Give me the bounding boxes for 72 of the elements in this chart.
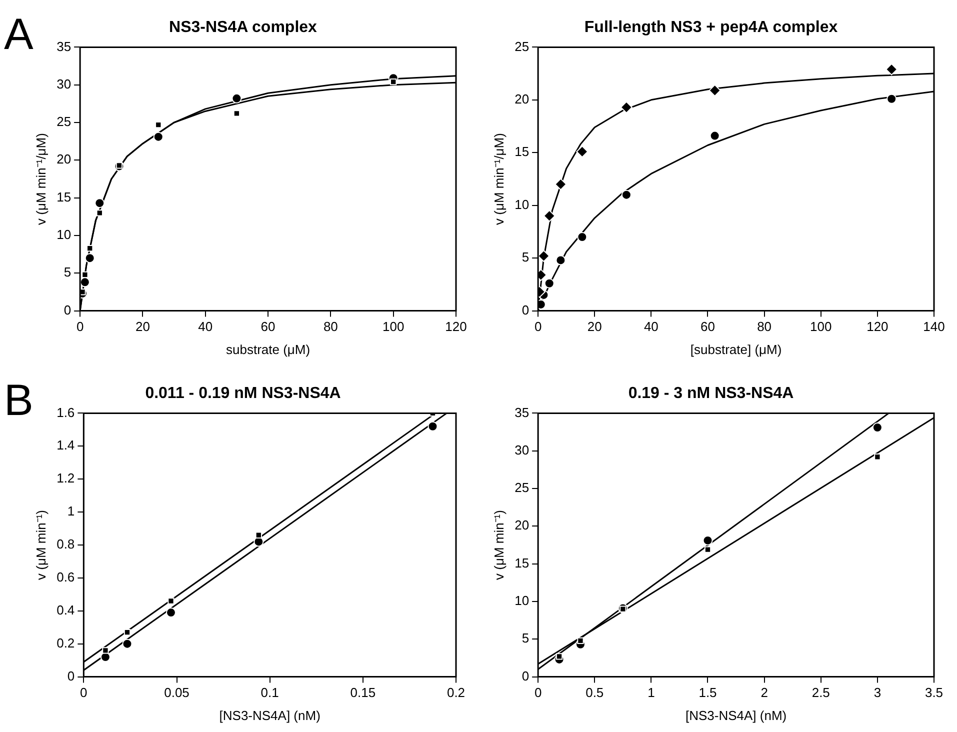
y-tick-label: 35	[56, 38, 72, 54]
x-tick-label: 0.15	[350, 685, 376, 700]
x-axis-title: [substrate] (μM)	[690, 342, 782, 357]
y-tick-label: 20	[514, 92, 530, 106]
y-tick-label: 25	[514, 38, 530, 54]
y-axis-title: v (μM min⁻¹/μM)	[33, 133, 48, 225]
x-tick-label: 60	[700, 319, 715, 334]
x-tick-label: 40	[198, 319, 213, 334]
y-axis-title: v (μM min⁻¹/μM)	[491, 133, 506, 225]
x-tick-label: 100	[382, 319, 404, 334]
y-axis-title: v (μM min⁻¹)	[33, 510, 48, 580]
x-tick-label: 60	[260, 319, 276, 334]
x-tick-label: 1	[648, 685, 655, 700]
x-tick-label: 2	[760, 685, 768, 700]
x-tick-label: 2.5	[812, 685, 830, 700]
text: A	[4, 10, 34, 60]
y-tick-label: 25	[514, 480, 530, 496]
y-tick-label: 0	[522, 668, 530, 684]
x-tick-label: 80	[323, 319, 338, 334]
y-tick-label: 5	[64, 264, 72, 280]
y-tick-label: 1.2	[56, 470, 75, 486]
x-tick-label: 100	[810, 319, 832, 334]
y-tick-label: 0.4	[56, 602, 75, 618]
y-tick-label: 0.6	[56, 570, 75, 585]
y-tick-label: 15	[56, 189, 72, 204]
y-tick-label: 1	[67, 504, 75, 519]
x-tick-label: 120	[445, 319, 467, 334]
y-tick-label: 1.6	[56, 404, 75, 420]
y-tick-label: 5	[522, 250, 530, 265]
y-tick-label: 10	[514, 593, 530, 608]
text: B	[4, 376, 34, 426]
y-tick-label: 20	[514, 518, 530, 533]
x-tick-label: 1.5	[698, 685, 717, 700]
x-tick-label: 0	[534, 685, 542, 700]
x-tick-label: 40	[644, 319, 658, 334]
x-tick-label: 80	[757, 319, 772, 334]
x-axis-title: substrate (μM)	[226, 342, 310, 357]
chart-title: 0.011 - 0.19 nM NS3-NS4A	[145, 385, 342, 402]
y-tick-label: 5	[522, 630, 530, 646]
y-tick-label: 20	[56, 152, 72, 167]
y-tick-label: 0.2	[56, 635, 75, 650]
chart-title: 0.19 - 3 nM NS3-NS4A	[628, 385, 794, 402]
x-tick-label: 20	[135, 319, 150, 334]
y-axis-title: v (μM min⁻¹)	[491, 510, 506, 580]
y-tick-label: 35	[514, 404, 530, 420]
y-tick-label: 15	[514, 144, 530, 160]
y-tick-label: 0	[67, 668, 75, 684]
x-tick-label: 20	[587, 319, 602, 334]
y-tick-label: 30	[56, 76, 72, 92]
x-tick-label: 140	[923, 319, 945, 334]
x-tick-label: 0.05	[164, 685, 190, 700]
x-tick-label: 0	[80, 685, 88, 700]
y-tick-label: 0	[64, 302, 72, 318]
chart-title: NS3-NS4A complex	[169, 19, 318, 36]
y-tick-label: 1.4	[56, 438, 75, 453]
x-tick-label: 0	[534, 319, 542, 334]
x-tick-label: 0.2	[446, 685, 466, 700]
y-tick-label: 25	[56, 114, 72, 130]
chart-title: Full-length NS3 + pep4A complex	[584, 19, 838, 36]
y-tick-label: 0.8	[56, 536, 75, 552]
x-tick-label: 120	[866, 319, 888, 334]
x-axis-title: [NS3-NS4A] (nM)	[219, 708, 320, 723]
y-tick-label: 10	[514, 196, 530, 212]
y-tick-label: 30	[514, 442, 530, 458]
y-tick-label: 10	[56, 227, 72, 242]
x-axis-title: [NS3-NS4A] (nM)	[685, 708, 787, 723]
x-tick-label: 3.5	[924, 685, 944, 700]
x-tick-label: 0.1	[260, 685, 279, 700]
x-tick-label: 3	[874, 685, 882, 700]
x-tick-label: 0.5	[586, 685, 604, 700]
y-tick-label: 15	[514, 555, 530, 570]
y-tick-label: 0	[522, 302, 530, 318]
